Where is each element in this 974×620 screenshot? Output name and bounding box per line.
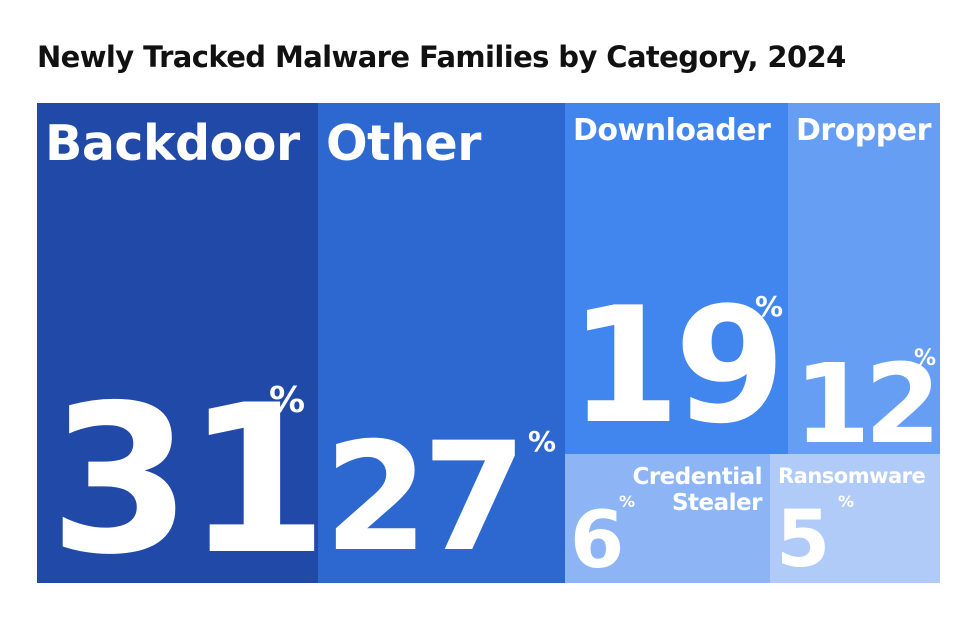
- tile-label-backdoor: Backdoor: [45, 115, 300, 172]
- tile-label-downloader: Downloader: [573, 113, 771, 148]
- tile-value-credential-stealer: 6: [570, 496, 624, 583]
- tile-value-backdoor: 31: [49, 362, 318, 584]
- tile-value-other: 27: [324, 411, 527, 583]
- tile-value-dropper: 12: [794, 340, 940, 454]
- tile-label-other: Other: [326, 115, 481, 172]
- tile-unit-other: %: [528, 425, 557, 458]
- tile-value-downloader: 19: [569, 272, 786, 454]
- tile-other: Other 27 %: [318, 103, 565, 583]
- tile-label-ransomware: Ransomware: [778, 464, 926, 488]
- tile-unit-ransomware: %: [838, 492, 855, 511]
- tile-unit-backdoor: %: [269, 380, 306, 421]
- tile-value-ransomware: 5: [776, 495, 830, 583]
- tile-unit-credential-stealer: %: [619, 492, 636, 511]
- tile-label-credential-stealer: Credential Stealer: [632, 464, 762, 517]
- tile-unit-dropper: %: [914, 346, 937, 371]
- chart-title: Newly Tracked Malware Families by Catego…: [37, 40, 846, 74]
- tile-credential-stealer: Credential Stealer 6 %: [565, 454, 770, 583]
- tile-backdoor: Backdoor 31 %: [37, 103, 318, 583]
- tile-label-dropper: Dropper: [796, 113, 931, 148]
- tile-dropper: Dropper 12 %: [788, 103, 940, 454]
- tile-ransomware: Ransomware 5 %: [770, 454, 940, 583]
- tile-unit-downloader: %: [755, 290, 784, 323]
- tile-downloader: Downloader 19 %: [565, 103, 788, 454]
